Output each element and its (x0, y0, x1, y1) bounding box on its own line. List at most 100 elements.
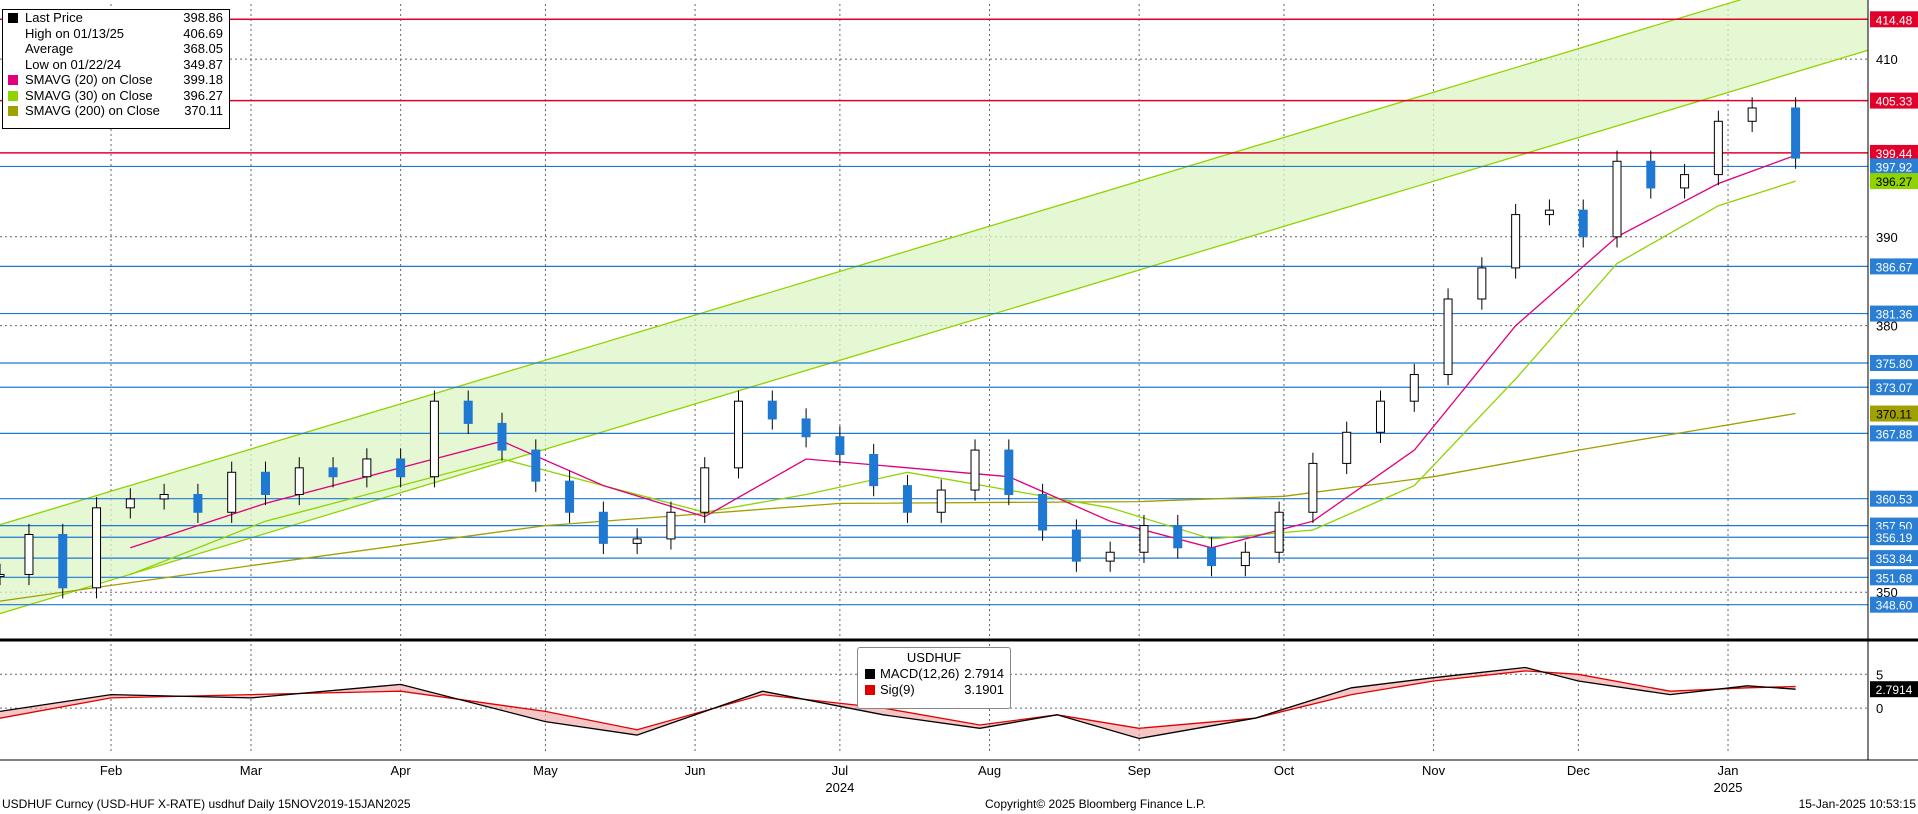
legend-value: 406.69 (183, 25, 223, 41)
price-candle-body (1443, 298, 1453, 376)
month-tick-label: Feb (100, 763, 122, 778)
macd-legend: USDHUF MACD(12,26) 2.7914 Sig(9) 3.1901 (857, 647, 1011, 709)
legend-swatch (865, 669, 875, 679)
price-candle-body (1308, 462, 1318, 513)
price-candle-body (1139, 525, 1149, 553)
legend-swatch (865, 685, 875, 695)
price-level-label: 399.44 (1876, 147, 1913, 161)
price-level-tag (1870, 379, 1918, 396)
legend-label: Sig(9) (880, 682, 915, 697)
price-level-label: 367.88 (1876, 427, 1913, 441)
price-level-tag (1870, 596, 1918, 613)
price-candle-body (1680, 174, 1690, 189)
legend-high: High on 01/13/25 406.69 (3, 26, 229, 42)
month-tick-label: Jan (1718, 763, 1739, 778)
macd-y-tick-label: 0 (1876, 701, 1883, 716)
price-candle-body (666, 511, 676, 540)
price-level-label: 414.48 (1876, 13, 1913, 27)
legend-label: Last Price (25, 10, 83, 25)
price-candle-body (767, 400, 777, 420)
price-level-label: 373.07 (1876, 381, 1913, 395)
price-candle-body (970, 449, 980, 491)
price-level-label: 405.33 (1876, 95, 1913, 109)
price-candle-body (869, 454, 879, 487)
legend-swatch (8, 106, 18, 116)
price-candle-body (24, 533, 34, 575)
y-tick-label: 390 (1876, 230, 1898, 245)
month-tick-label: Oct (1274, 763, 1295, 778)
month-tick-label: Mar (240, 763, 263, 778)
y-tick-label: 380 (1876, 319, 1898, 334)
footer-copyright: Copyright© 2025 Bloomberg Finance L.P. (985, 797, 1206, 811)
macd-legend-macd: MACD(12,26) 2.7914 (858, 666, 1010, 682)
legend-value: 3.1901 (964, 682, 1004, 697)
legend-value: 396.27 (183, 87, 223, 103)
price-candle-body (497, 422, 507, 451)
price-candle-body (902, 485, 912, 513)
price-candle-body (1713, 120, 1723, 176)
price-level-tag (1870, 425, 1918, 442)
macd-y-tick-label: 5 (1876, 667, 1883, 682)
price-level-label: 397.92 (1876, 160, 1913, 174)
month-tick-label: Jun (685, 763, 706, 778)
price-level-label: 348.60 (1876, 599, 1913, 613)
footer-timestamp: 15-Jan-2025 10:53:15 (1798, 797, 1916, 811)
value-tag-label: 396.27 (1876, 175, 1913, 189)
price-level-tag (1870, 144, 1918, 161)
price-candle-body (1240, 551, 1250, 567)
value-tag (1870, 405, 1918, 422)
legend-label: SMAVG (30) on Close (25, 87, 153, 103)
price-candle-body (1207, 547, 1217, 567)
price-candle-body (125, 498, 135, 509)
year-label: 2024 (825, 780, 854, 795)
legend-value: 399.18 (183, 72, 223, 87)
month-tick-label: Sep (1128, 763, 1151, 778)
price-level-tag (1870, 529, 1918, 546)
price-candle-body (1004, 449, 1014, 495)
legend-value: 2.7914 (964, 666, 1004, 681)
legend-value: 349.87 (183, 56, 223, 72)
price-candle-body (429, 400, 439, 478)
legend-average: Average 368.05 (3, 41, 229, 57)
price-level-label: 356.19 (1876, 531, 1913, 545)
price-level-tag (1870, 92, 1918, 109)
price-candle-body (1274, 511, 1284, 553)
trend-channel-lower (0, 49, 1869, 615)
price-candle-body (1342, 431, 1352, 464)
price-candle-body (1612, 160, 1622, 238)
macd-line (0, 666, 1796, 740)
price-candle-body (734, 400, 744, 469)
macd-legend-title: USDHUF (906, 650, 962, 665)
legend-value: 368.05 (183, 41, 223, 56)
macd-last-value-label: 2.7914 (1876, 683, 1913, 697)
price-candle-body (700, 467, 710, 513)
month-tick-label: May (533, 763, 558, 778)
legend-label: SMAVG (200) on Close (25, 103, 160, 118)
price-level-tag (1870, 258, 1918, 275)
price-candle-body (193, 493, 203, 513)
y-tick-label: 350 (1876, 585, 1898, 600)
price-candle-body (294, 467, 304, 495)
month-tick-label: Dec (1567, 763, 1591, 778)
y-tick-label: 410 (1876, 52, 1898, 67)
price-candle-body (598, 511, 608, 544)
legend-value: 398.86 (183, 10, 223, 25)
price-level-tag (1870, 158, 1918, 175)
price-candle-body (1375, 400, 1385, 433)
legend-sma30: SMAVG (30) on Close 396.27 (3, 88, 229, 104)
value-tag-label: 370.11 (1876, 408, 1912, 422)
price-candle-body (801, 418, 811, 438)
price-candle-body (1477, 267, 1487, 300)
price-candle-body (1791, 107, 1801, 159)
price-candle-body (1409, 374, 1419, 402)
legend-swatch (8, 13, 18, 23)
price-level-label: 353.84 (1876, 552, 1913, 566)
legend-label: Average (25, 41, 74, 56)
price-candle-body (1578, 209, 1588, 238)
price-level-label: 386.67 (1876, 260, 1913, 274)
price-candle-body (565, 480, 575, 513)
price-candle-body (58, 533, 68, 589)
price-candle-body (1173, 525, 1183, 549)
legend-swatch (8, 90, 18, 101)
